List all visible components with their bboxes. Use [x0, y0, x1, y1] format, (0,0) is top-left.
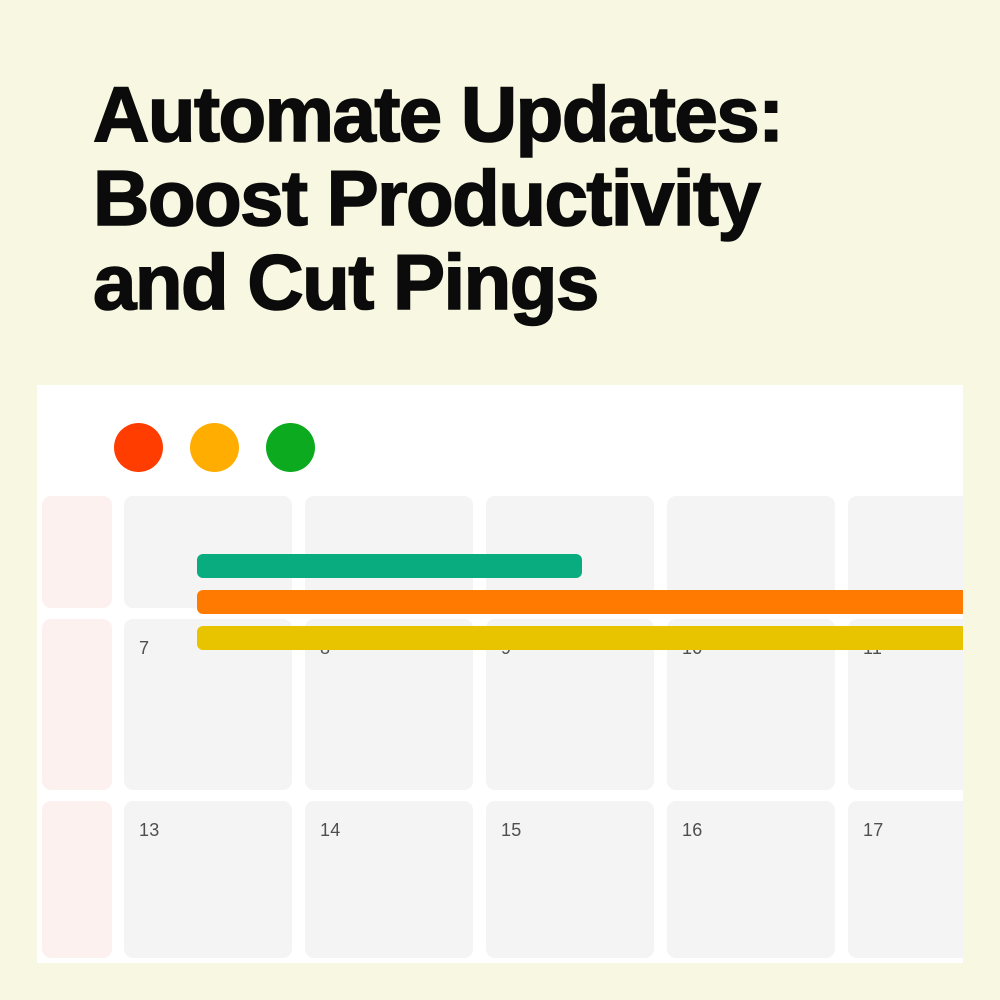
calendar-window: 7 8 9 10 11 13	[37, 385, 963, 963]
event-bar-teal[interactable]	[197, 554, 582, 578]
calendar-row-header	[42, 496, 963, 608]
calendar-cell-empty[interactable]	[305, 496, 473, 608]
close-window-button[interactable]	[114, 423, 163, 472]
maximize-window-button[interactable]	[266, 423, 315, 472]
calendar-day-number: 14	[320, 820, 341, 840]
calendar-day-cell[interactable]: 17	[848, 801, 963, 958]
calendar-day-cell[interactable]: 15	[486, 801, 654, 958]
event-bar-yellow[interactable]	[197, 626, 963, 650]
calendar-cell-empty[interactable]	[667, 496, 835, 608]
calendar-events-layer	[42, 496, 963, 963]
window-titlebar	[37, 385, 963, 496]
calendar-gutter-cell	[42, 619, 112, 790]
calendar-gutter-cell	[42, 496, 112, 608]
page-title-line-3: and Cut Pings	[92, 238, 600, 326]
minimize-window-button[interactable]	[190, 423, 239, 472]
calendar-cell-empty[interactable]	[486, 496, 654, 608]
page-title-line-2: Boost Productivity	[92, 154, 762, 242]
calendar-cell-empty[interactable]	[124, 496, 292, 608]
event-bar-orange[interactable]	[197, 590, 963, 614]
calendar-cell-empty[interactable]	[848, 496, 963, 608]
calendar-gutter-cell	[42, 801, 112, 958]
calendar-day-cell[interactable]: 14	[305, 801, 473, 958]
calendar-day-number: 13	[139, 820, 160, 840]
calendar-day-number: 17	[863, 820, 884, 840]
calendar-day-number: 7	[139, 638, 150, 658]
calendar-grid: 7 8 9 10 11 13	[42, 496, 963, 963]
window-controls	[114, 423, 315, 472]
page-title: Automate Updates: Boost Productivity and…	[92, 70, 933, 326]
calendar-day-cell[interactable]: 16	[667, 801, 835, 958]
calendar-row-week-2: 13 14 15 16 17	[42, 801, 963, 958]
page-title-line-1: Automate Updates:	[92, 70, 785, 158]
calendar-day-cell[interactable]: 13	[124, 801, 292, 958]
calendar-day-number: 15	[501, 820, 522, 840]
calendar-day-number: 16	[682, 820, 703, 840]
calendar-row-week-1: 7 8 9 10 11	[42, 554, 963, 790]
